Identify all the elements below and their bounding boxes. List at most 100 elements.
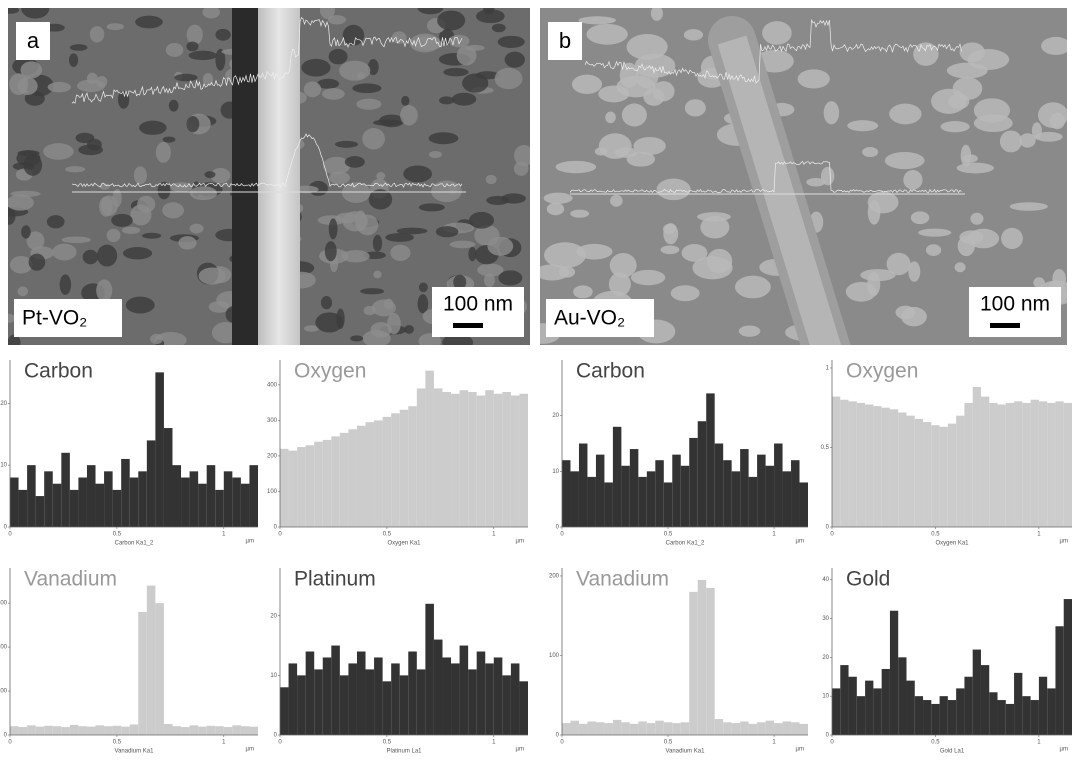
island bbox=[631, 270, 665, 285]
grain bbox=[350, 335, 363, 341]
x-axis-label: Carbon Ka1_2 bbox=[115, 541, 154, 547]
bar bbox=[647, 471, 655, 527]
bar bbox=[53, 726, 62, 735]
island bbox=[578, 16, 616, 24]
grain bbox=[70, 44, 88, 51]
y-tick-label: 20 bbox=[552, 413, 559, 419]
island bbox=[570, 210, 589, 218]
grain bbox=[47, 215, 65, 228]
bar bbox=[70, 490, 79, 527]
bar bbox=[638, 721, 646, 735]
y-tick-label: 20 bbox=[0, 401, 7, 407]
bar bbox=[207, 465, 216, 527]
island bbox=[821, 167, 834, 185]
grain bbox=[418, 294, 429, 313]
bar bbox=[502, 675, 511, 735]
bar bbox=[698, 421, 706, 527]
bar bbox=[434, 388, 443, 527]
bar bbox=[36, 727, 45, 735]
y-tick-label: 300 bbox=[0, 601, 8, 607]
bar bbox=[840, 400, 848, 527]
bar bbox=[374, 420, 383, 527]
x-unit: µm bbox=[516, 539, 524, 545]
y-tick-label: 10 bbox=[0, 463, 7, 469]
bar bbox=[749, 477, 757, 527]
grain bbox=[325, 241, 337, 261]
bar bbox=[931, 425, 939, 527]
y-tick-label: 10 bbox=[552, 469, 559, 475]
island bbox=[798, 69, 830, 88]
bar bbox=[981, 665, 989, 735]
bar bbox=[172, 726, 181, 735]
island bbox=[661, 245, 680, 254]
bar bbox=[865, 405, 873, 527]
bar bbox=[1064, 599, 1072, 735]
y-tick-label: 0 bbox=[556, 733, 560, 739]
x-unit: µm bbox=[516, 747, 524, 753]
bar bbox=[215, 490, 224, 527]
x-unit: µm bbox=[246, 539, 254, 545]
grain bbox=[101, 195, 118, 215]
bar bbox=[849, 401, 857, 527]
bar bbox=[374, 657, 383, 735]
bar bbox=[1047, 403, 1055, 527]
bar bbox=[906, 416, 914, 527]
grain bbox=[339, 61, 370, 81]
y-tick-label: 0 bbox=[274, 525, 278, 531]
chart-title: Oxygen bbox=[846, 360, 918, 383]
bar bbox=[800, 724, 808, 735]
bar bbox=[832, 688, 840, 735]
grain bbox=[190, 224, 204, 234]
bar bbox=[289, 663, 298, 735]
bar bbox=[766, 466, 774, 527]
island bbox=[847, 120, 878, 131]
bar bbox=[417, 388, 426, 527]
bar bbox=[323, 440, 332, 527]
x-tick-label: 0 bbox=[560, 532, 564, 538]
bar bbox=[357, 652, 366, 736]
bar bbox=[1039, 401, 1047, 527]
bar bbox=[451, 663, 460, 735]
y-tick-label: 100 bbox=[267, 489, 278, 495]
island bbox=[887, 253, 911, 275]
island bbox=[685, 99, 706, 116]
x-tick-label: 1 bbox=[1037, 532, 1041, 538]
grain bbox=[468, 247, 476, 261]
y-tick-label: 200 bbox=[0, 645, 8, 651]
grain bbox=[498, 270, 522, 285]
bar bbox=[715, 444, 723, 528]
bar bbox=[289, 451, 298, 527]
y-tick-label: 0 bbox=[826, 733, 830, 739]
bar bbox=[130, 478, 139, 527]
bar bbox=[915, 419, 923, 527]
bar bbox=[783, 471, 791, 527]
island bbox=[762, 21, 792, 45]
grain bbox=[439, 96, 454, 104]
x-tick-label: 1 bbox=[492, 532, 496, 538]
grain bbox=[404, 325, 414, 334]
grain bbox=[443, 68, 468, 76]
bar bbox=[400, 675, 409, 735]
grain bbox=[362, 128, 385, 149]
island bbox=[663, 223, 678, 244]
bar bbox=[898, 657, 906, 735]
chart-title: Vanadium bbox=[24, 568, 117, 591]
x-tick-label: 0.5 bbox=[664, 532, 673, 538]
grain bbox=[429, 132, 459, 144]
grain bbox=[301, 59, 330, 77]
grain bbox=[107, 23, 124, 30]
x-tick-label: 0.5 bbox=[664, 740, 673, 746]
bar bbox=[306, 652, 315, 736]
bar bbox=[873, 406, 881, 527]
grain bbox=[199, 268, 226, 285]
island bbox=[961, 145, 971, 167]
x-axis-label: Platinum La1 bbox=[386, 749, 422, 755]
y-tick-label: 30 bbox=[822, 616, 829, 622]
y-tick-label: 20 bbox=[270, 613, 277, 619]
grain bbox=[166, 43, 184, 57]
grain bbox=[174, 74, 197, 81]
bar bbox=[366, 422, 375, 527]
island bbox=[615, 147, 638, 158]
bar bbox=[155, 603, 164, 735]
island bbox=[824, 101, 840, 124]
